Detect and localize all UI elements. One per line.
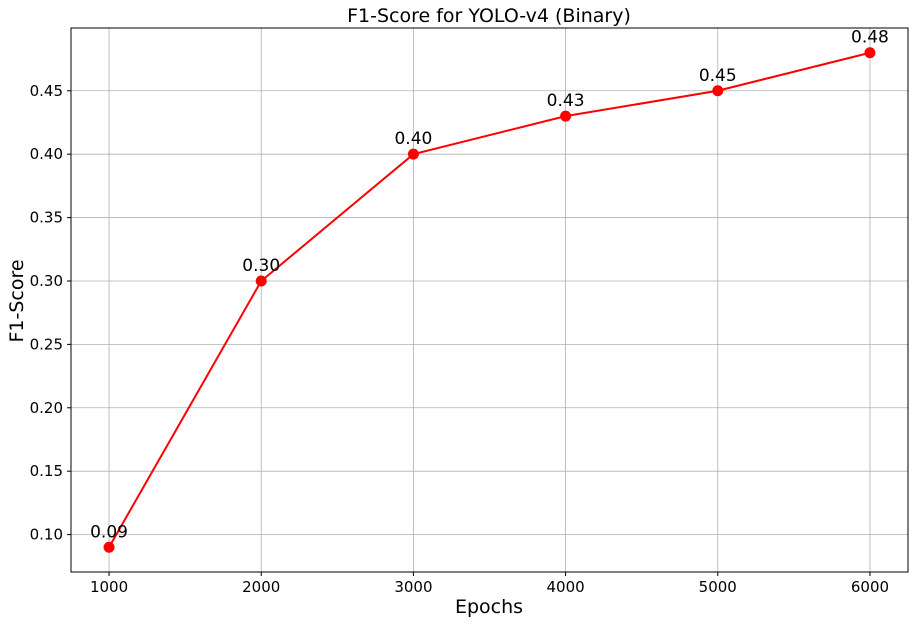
data-label: 0.45: [699, 66, 737, 86]
series-layer: 0.09 0.30 0.40 0.43 0.45 0.48: [90, 28, 889, 553]
data-label: 0.48: [851, 28, 889, 48]
x-tick-label: 4000: [546, 578, 584, 596]
y-tick-label: 0.30: [30, 272, 63, 290]
data-point: [103, 541, 115, 553]
data-point: [560, 110, 572, 122]
y-tick-label: 0.45: [30, 82, 63, 100]
chart-title: F1-Score for YOLO-v4 (Binary): [347, 5, 631, 27]
x-axis-ticks: 1000 2000 3000 4000 5000 6000: [90, 572, 889, 596]
x-tick-label: 5000: [699, 578, 737, 596]
y-axis-ticks: 0.10 0.15 0.20 0.25 0.30 0.35 0.40 0.45: [30, 82, 71, 544]
data-point: [712, 85, 724, 97]
x-tick-label: 6000: [851, 578, 889, 596]
y-tick-label: 0.10: [30, 526, 63, 544]
y-axis-label: F1-Score: [6, 259, 28, 342]
data-point: [864, 47, 876, 59]
data-label: 0.30: [242, 256, 280, 276]
y-tick-label: 0.35: [30, 209, 63, 227]
x-tick-label: 1000: [90, 578, 128, 596]
x-tick-label: 2000: [242, 578, 280, 596]
y-tick-label: 0.40: [30, 145, 63, 163]
y-tick-label: 0.25: [30, 335, 63, 353]
x-tick-label: 3000: [394, 578, 432, 596]
data-point: [255, 275, 267, 287]
x-axis-label: Epochs: [455, 596, 523, 618]
plot-frame: [70, 27, 909, 573]
y-tick-label: 0.15: [30, 462, 63, 480]
data-point: [407, 148, 419, 160]
data-label: 0.09: [90, 522, 128, 542]
data-label: 0.40: [394, 129, 432, 149]
grid-lines: [71, 28, 908, 572]
series-line: [108, 51, 871, 548]
data-label: 0.43: [547, 91, 585, 111]
y-tick-label: 0.20: [30, 399, 63, 417]
